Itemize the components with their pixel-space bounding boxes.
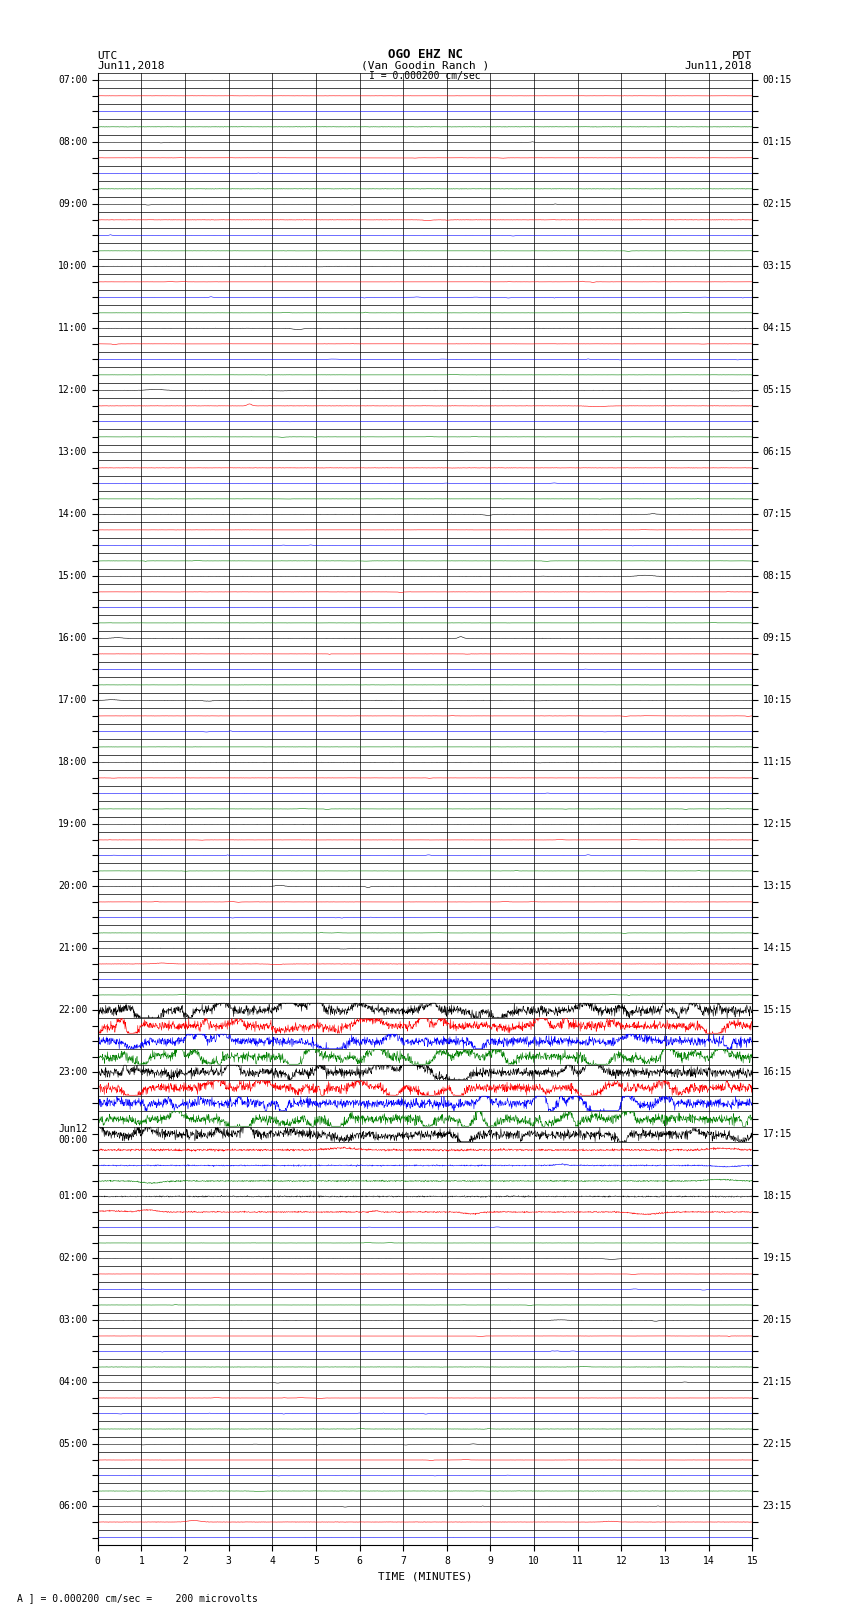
Text: (Van Goodin Ranch ): (Van Goodin Ranch )	[361, 61, 489, 71]
Text: Jun11,2018: Jun11,2018	[685, 61, 752, 71]
Text: UTC: UTC	[98, 52, 118, 61]
Text: OGO EHZ NC: OGO EHZ NC	[388, 48, 462, 61]
Text: I = 0.000200 cm/sec: I = 0.000200 cm/sec	[369, 71, 481, 81]
Text: A ] = 0.000200 cm/sec =    200 microvolts: A ] = 0.000200 cm/sec = 200 microvolts	[17, 1594, 258, 1603]
Text: PDT: PDT	[732, 52, 752, 61]
X-axis label: TIME (MINUTES): TIME (MINUTES)	[377, 1571, 473, 1581]
Text: Jun11,2018: Jun11,2018	[98, 61, 165, 71]
